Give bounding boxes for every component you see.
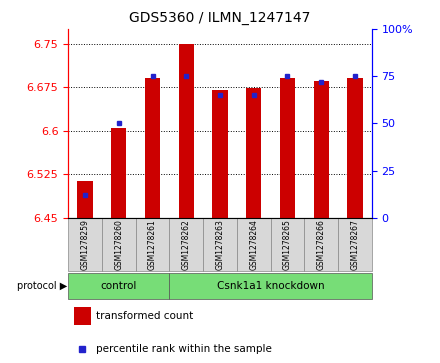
- Bar: [179, 44, 194, 218]
- Text: GSM1278266: GSM1278266: [317, 219, 326, 270]
- Text: Csnk1a1 knockdown: Csnk1a1 knockdown: [217, 281, 324, 291]
- Bar: [169, 273, 372, 299]
- Bar: [111, 128, 126, 218]
- Text: GSM1278259: GSM1278259: [81, 219, 90, 270]
- Text: GSM1278263: GSM1278263: [216, 219, 224, 270]
- Bar: [246, 88, 261, 218]
- Text: control: control: [101, 281, 137, 291]
- Text: protocol ▶: protocol ▶: [17, 281, 67, 291]
- Text: GSM1278264: GSM1278264: [249, 219, 258, 270]
- Bar: [213, 90, 227, 218]
- Text: GSM1278265: GSM1278265: [283, 219, 292, 270]
- Bar: [314, 81, 329, 218]
- Bar: [145, 78, 160, 218]
- Bar: [102, 218, 136, 271]
- Bar: [338, 218, 372, 271]
- Title: GDS5360 / ILMN_1247147: GDS5360 / ILMN_1247147: [129, 11, 311, 25]
- Text: percentile rank within the sample: percentile rank within the sample: [95, 344, 271, 354]
- Bar: [347, 78, 363, 218]
- Text: GSM1278262: GSM1278262: [182, 219, 191, 270]
- Bar: [271, 218, 304, 271]
- Bar: [169, 218, 203, 271]
- Bar: [237, 218, 271, 271]
- Text: GSM1278260: GSM1278260: [114, 219, 123, 270]
- Bar: [203, 218, 237, 271]
- Bar: [280, 78, 295, 218]
- Text: GSM1278261: GSM1278261: [148, 219, 157, 270]
- Text: GSM1278267: GSM1278267: [350, 219, 359, 270]
- Bar: [77, 181, 93, 218]
- Text: transformed count: transformed count: [95, 311, 193, 321]
- Bar: [136, 218, 169, 271]
- Bar: [68, 218, 102, 271]
- Bar: [68, 273, 169, 299]
- Bar: [304, 218, 338, 271]
- Bar: [74, 307, 91, 325]
